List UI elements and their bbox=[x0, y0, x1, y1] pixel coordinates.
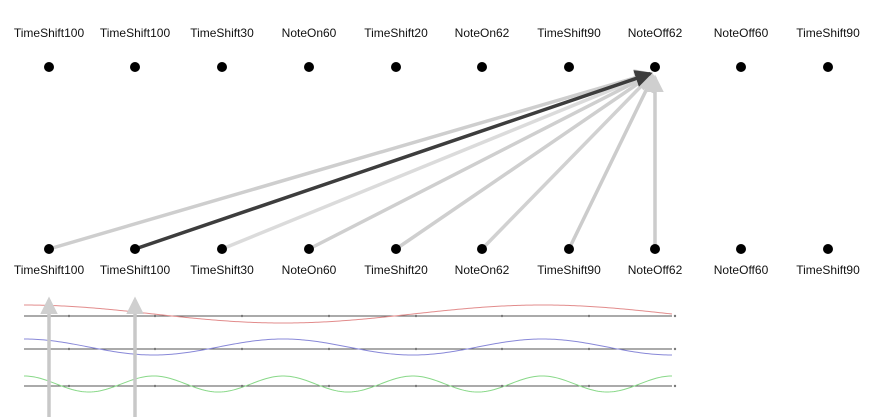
top-token-label: TimeShift20 bbox=[364, 26, 428, 40]
positional-wave-2 bbox=[23, 375, 673, 393]
top-node-9 bbox=[823, 62, 833, 72]
bottom-node-8 bbox=[736, 244, 746, 254]
staff-tick bbox=[587, 347, 591, 351]
top-token-label: NoteOff60 bbox=[713, 26, 769, 40]
top-node-3 bbox=[304, 62, 314, 72]
top-node-0 bbox=[44, 62, 54, 72]
positional-waves bbox=[23, 304, 677, 393]
staff-tick bbox=[327, 384, 331, 388]
staff-tick bbox=[240, 384, 244, 388]
top-node-1 bbox=[130, 62, 140, 72]
attention-edge-0 bbox=[47, 69, 653, 251]
positional-wave-1 bbox=[23, 338, 673, 356]
staff-tick bbox=[673, 314, 677, 318]
staff-tick bbox=[67, 384, 71, 388]
bottom-node-2 bbox=[217, 244, 227, 254]
positional-wave-0 bbox=[24, 304, 673, 324]
bottom-node-5 bbox=[477, 244, 487, 254]
top-token-label: NoteOff62 bbox=[627, 26, 683, 40]
attention-edge-6 bbox=[567, 74, 655, 251]
staff-tick bbox=[153, 384, 157, 388]
top-node-7 bbox=[650, 62, 660, 72]
bottom-token-label: NoteOff62 bbox=[627, 263, 683, 277]
bottom-node-6 bbox=[564, 244, 574, 254]
bottom-token-label: TimeShift30 bbox=[190, 263, 254, 277]
staff-tick bbox=[587, 384, 591, 388]
staff-tick bbox=[240, 347, 244, 351]
top-token-label: TimeShift100 bbox=[99, 26, 171, 40]
staff-tick bbox=[500, 384, 504, 388]
top-node-2 bbox=[217, 62, 227, 72]
top-node-4 bbox=[391, 62, 401, 72]
bottom-node-0 bbox=[44, 244, 54, 254]
bottom-token-label: TimeShift90 bbox=[796, 263, 860, 277]
top-token-label: TimeShift90 bbox=[537, 26, 601, 40]
attention-edge-4 bbox=[394, 73, 653, 251]
attention-edge-2 bbox=[220, 71, 653, 251]
top-token-label: TimeShift100 bbox=[13, 26, 85, 40]
bottom-token-label: NoteOff60 bbox=[713, 263, 769, 277]
attention-edge-1 bbox=[133, 70, 653, 251]
bottom-token-label: NoteOn62 bbox=[454, 263, 510, 277]
bottom-node-9 bbox=[823, 244, 833, 254]
bottom-node-7 bbox=[650, 244, 660, 254]
staff-tick bbox=[500, 347, 504, 351]
bottom-token-label: TimeShift100 bbox=[13, 263, 85, 277]
top-node-5 bbox=[477, 62, 487, 72]
staff-tick bbox=[414, 347, 418, 351]
bottom-node-3 bbox=[304, 244, 314, 254]
top-token-label: TimeShift30 bbox=[190, 26, 254, 40]
staff-tick bbox=[67, 347, 71, 351]
top-token-label: TimeShift90 bbox=[796, 26, 860, 40]
staff-tick bbox=[67, 314, 71, 318]
staff-tick bbox=[153, 347, 157, 351]
staff-tick bbox=[414, 384, 418, 388]
staff-tick bbox=[673, 384, 677, 388]
staff-tick bbox=[240, 314, 244, 318]
bottom-token-label: NoteOn60 bbox=[281, 263, 337, 277]
attention-edge-5 bbox=[480, 73, 654, 251]
attention-edge-3 bbox=[307, 72, 653, 251]
top-node-8 bbox=[736, 62, 746, 72]
staff-tick bbox=[673, 347, 677, 351]
bottom-token-label: TimeShift20 bbox=[364, 263, 428, 277]
staff-tick bbox=[414, 314, 418, 318]
bottom-token-label: TimeShift100 bbox=[99, 263, 171, 277]
staff-tick bbox=[153, 314, 157, 318]
top-token-label: NoteOn62 bbox=[454, 26, 510, 40]
top-node-6 bbox=[564, 62, 574, 72]
staff-tick bbox=[327, 314, 331, 318]
bottom-node-4 bbox=[391, 244, 401, 254]
top-token-label: NoteOn60 bbox=[281, 26, 337, 40]
staff-tick bbox=[587, 314, 591, 318]
staff-tick bbox=[500, 314, 504, 318]
staff-tick bbox=[327, 347, 331, 351]
bottom-node-1 bbox=[130, 244, 140, 254]
bottom-token-label: TimeShift90 bbox=[537, 263, 601, 277]
